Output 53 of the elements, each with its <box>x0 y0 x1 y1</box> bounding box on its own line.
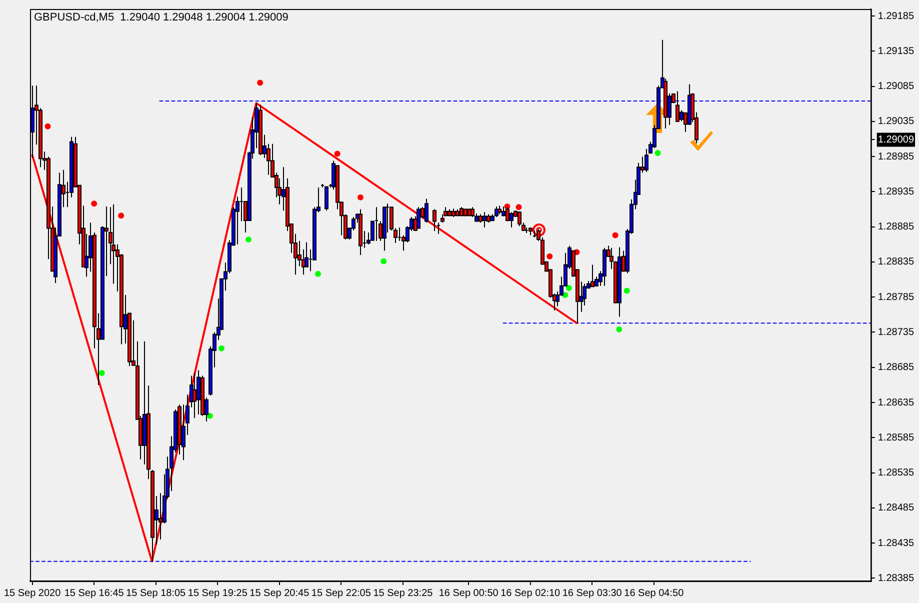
x-tick-label: 15 Sep 19:25 <box>188 588 248 599</box>
x-tick-label: 15 Sep 18:05 <box>126 588 186 599</box>
point <box>616 326 622 332</box>
x-tick-label: 15 Sep 22:05 <box>311 588 372 599</box>
y-tick-label: 1.29035 <box>878 116 914 128</box>
y-tick-label: 1.28535 <box>878 468 914 479</box>
x-tick-label: 15 Sep 2020 <box>4 588 62 599</box>
y-tick-label: 1.29135 <box>878 46 914 57</box>
y-tick-label: 1.29085 <box>878 81 914 92</box>
point <box>98 370 105 376</box>
y-tick-label: 1.28785 <box>878 292 914 303</box>
candlestick <box>240 186 244 222</box>
y-tick-label: 1.28685 <box>878 362 914 374</box>
point <box>624 288 630 294</box>
y-tick-label: 1.29185 <box>878 10 914 22</box>
candlestick <box>436 222 440 234</box>
point <box>566 284 572 291</box>
y-tick-label: 1.28935 <box>878 186 914 198</box>
point <box>654 150 661 156</box>
y-tick-label: 1.28385 <box>878 572 914 584</box>
y-tick-label: 1.28435 <box>878 538 914 549</box>
point <box>218 345 224 352</box>
point <box>257 80 264 86</box>
point <box>516 204 522 210</box>
x-tick-label: 16 Sep 02:10 <box>500 588 561 599</box>
x-tick-label: 15 Sep 20:45 <box>250 588 310 599</box>
x-tick-label: 15 Sep 23:25 <box>373 588 434 599</box>
candlestick <box>374 206 378 242</box>
x-tick-label: 15 Sep 16:45 <box>64 588 124 599</box>
y-tick-label: 1.28585 <box>878 432 914 444</box>
x-tick-label: 16 Sep 04:50 <box>624 588 684 599</box>
point <box>44 123 51 130</box>
point <box>357 194 364 200</box>
y-tick-label: 1.28635 <box>878 397 914 408</box>
point <box>380 258 387 264</box>
point <box>206 412 213 419</box>
x-tick-label: 16 Sep 00:50 <box>438 588 499 599</box>
point <box>315 270 322 277</box>
y-tick-label: 1.28735 <box>878 326 914 338</box>
point <box>91 200 98 207</box>
y-tick-label: 1.29009 <box>878 134 914 146</box>
point <box>546 253 553 260</box>
point <box>334 150 340 157</box>
y-tick-label: 1.28985 <box>878 151 914 162</box>
chart-title: GBPUSD-cd,M5 1.29040 1.29048 1.29004 1.29009 <box>34 12 288 24</box>
point <box>612 232 618 238</box>
y-tick-label: 1.28835 <box>878 256 914 268</box>
y-tick-label: 1.28485 <box>878 502 914 514</box>
y-tick-label: 1.28885 <box>878 222 914 233</box>
x-tick-label: 16 Sep 03:30 <box>562 588 622 599</box>
candlestick <box>398 227 402 242</box>
point <box>246 236 252 242</box>
point <box>118 212 124 219</box>
